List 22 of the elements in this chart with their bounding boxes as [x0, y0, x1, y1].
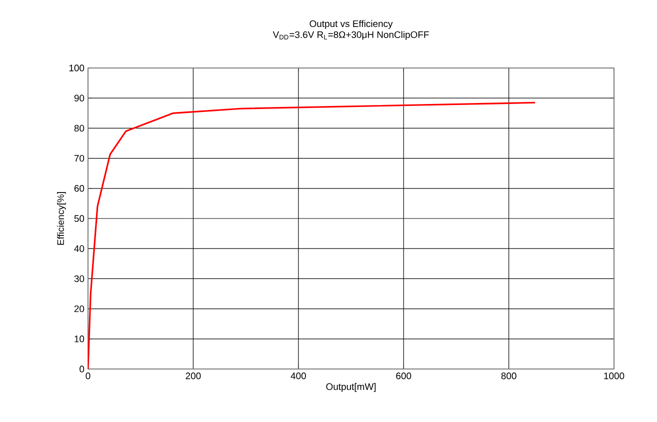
line-series: [88, 102, 536, 369]
x-tick-label: 400: [290, 372, 306, 380]
chart-title: Output vs Efficiency: [310, 20, 393, 29]
y-tick-label: 40: [74, 245, 84, 252]
x-axis-title: Output[mW]: [326, 383, 376, 392]
x-tick-label: 200: [186, 372, 201, 380]
y-axis-title: Efficiency[%]: [57, 192, 66, 245]
y-tick-label: 50: [74, 215, 84, 222]
x-tick-label: 0: [86, 372, 90, 380]
y-tick-label: 20: [74, 305, 84, 312]
y-tick-label: 70: [74, 154, 84, 162]
y-tick-label: 100: [69, 64, 84, 72]
y-tick-label: 80: [74, 124, 84, 132]
x-tick-label: 600: [396, 372, 412, 380]
x-tick-label: 1000: [604, 372, 624, 380]
y-tick-label: 30: [74, 275, 84, 282]
y-tick-label: 10: [74, 336, 84, 342]
y-tick-label: 60: [74, 185, 84, 192]
x-tick-label: 800: [501, 372, 516, 380]
chart-subtitle: V$_{DD}$=3.6V R$_{L}$=8Ω+30μH NonClipOFF: [272, 31, 429, 40]
y-tick-label: 0: [80, 366, 84, 372]
y-tick-label: 90: [74, 94, 84, 102]
